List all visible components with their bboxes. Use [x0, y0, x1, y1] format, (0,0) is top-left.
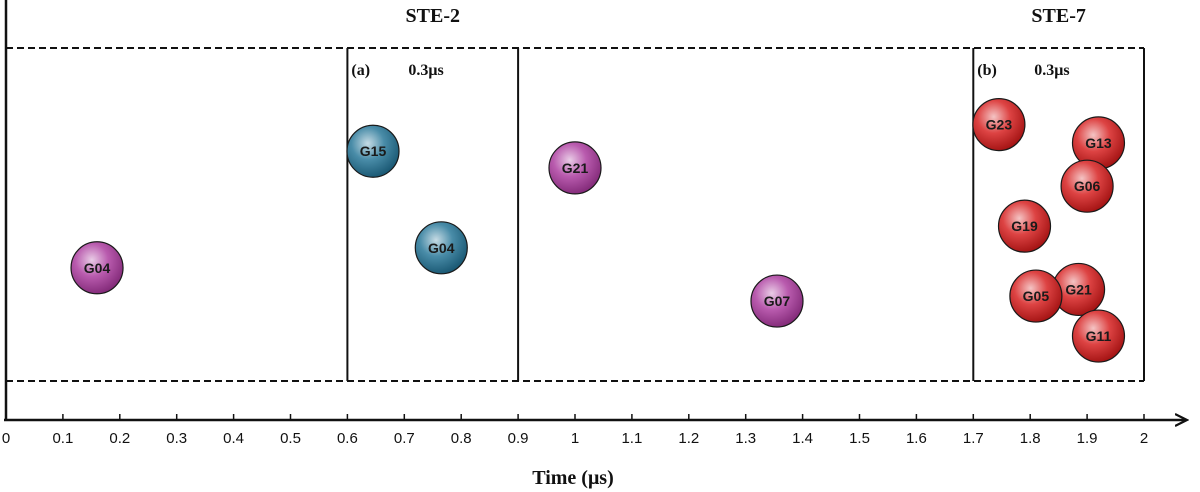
data-point-g23: G23	[972, 97, 1026, 152]
point-label: G21	[1065, 281, 1092, 297]
region-b-duration: 0.3μs	[1034, 62, 1069, 79]
x-tick-label: 1.5	[849, 430, 870, 447]
x-tick-label: 1.9	[1077, 430, 1098, 447]
data-point-g05: G05	[1009, 269, 1063, 323]
point-marker	[414, 221, 468, 275]
x-tick-label: 1.3	[735, 430, 756, 447]
point-marker	[1009, 269, 1063, 323]
point-marker	[548, 141, 602, 195]
point-marker	[997, 199, 1052, 253]
data-point-g15: G15	[346, 124, 400, 178]
point-marker	[346, 124, 400, 178]
data-point-g21: G21	[1051, 262, 1106, 317]
region-b-group-title: STE-7	[1031, 5, 1085, 27]
x-tick-label: 0.7	[394, 430, 415, 447]
data-point-g07: G07	[750, 274, 804, 328]
x-tick-label: 1.1	[621, 430, 642, 447]
point-label: G21	[562, 160, 589, 176]
point-label: G19	[1011, 218, 1038, 234]
point-marker	[750, 274, 804, 328]
point-label: G13	[1085, 135, 1112, 151]
x-tick-label: 1.6	[906, 430, 927, 447]
x-tick-label: 0.1	[52, 430, 73, 447]
point-marker	[70, 241, 124, 295]
point-label: G07	[764, 293, 791, 309]
point-marker	[1071, 309, 1126, 363]
x-tick-label: 0.2	[109, 430, 130, 447]
x-tick-label: 1.7	[963, 430, 984, 447]
x-tick-label: 0.8	[451, 430, 472, 447]
point-label: G23	[986, 117, 1013, 133]
region-a-duration: 0.3μs	[408, 62, 443, 79]
point-label: G04	[428, 240, 455, 256]
data-point-g19: G19	[997, 199, 1052, 253]
x-tick-label: 0.5	[280, 430, 301, 447]
data-point-g06: G06	[1060, 159, 1114, 213]
data-point-g13: G13	[1071, 116, 1126, 170]
x-axis-title: Time (μs)	[532, 467, 614, 489]
data-point-g04: G04	[70, 241, 124, 295]
region-a-group-title: STE-2	[406, 5, 460, 27]
x-tick-label: 2	[1140, 430, 1148, 447]
point-label: G04	[84, 260, 111, 276]
point-marker	[1060, 159, 1114, 213]
point-label: G11	[1086, 328, 1112, 344]
region-a-label: (a)	[351, 62, 370, 79]
point-marker	[972, 97, 1026, 152]
point-label: G15	[360, 143, 387, 159]
x-tick-label: 0.6	[337, 430, 358, 447]
x-tick-label: 0.3	[166, 430, 187, 447]
x-tick-label: 0.4	[223, 430, 244, 447]
x-tick-label: 1	[571, 430, 579, 447]
point-label: G06	[1074, 178, 1101, 194]
data-point-g21: G21	[548, 141, 602, 195]
data-point-g11: G11	[1071, 309, 1126, 363]
point-label: G05	[1023, 288, 1050, 304]
x-tick-label: 0	[2, 430, 10, 447]
region-b-label: (b)	[977, 62, 997, 79]
x-tick-label: 0.9	[508, 430, 529, 447]
data-point-g04: G04	[414, 221, 468, 275]
x-tick-label: 1.4	[792, 430, 813, 447]
x-tick-label: 1.8	[1020, 430, 1041, 447]
x-tick-label: 1.2	[678, 430, 699, 447]
